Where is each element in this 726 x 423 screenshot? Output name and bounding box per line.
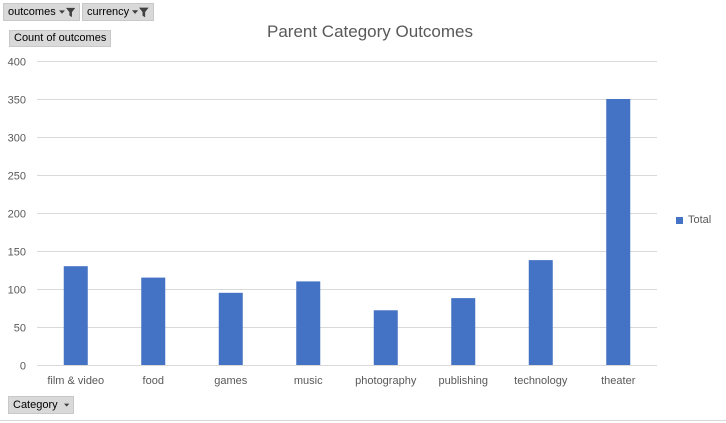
chevron-down-icon — [63, 403, 69, 407]
x-tick-label: publishing — [438, 375, 488, 387]
y-tick-label: 100 — [8, 285, 26, 297]
x-tick-label: theater — [601, 375, 636, 387]
divider — [0, 420, 726, 421]
x-tick-label: photography — [355, 375, 417, 387]
category-field-button[interactable]: Category — [8, 396, 74, 414]
bar — [141, 277, 166, 365]
bar — [451, 298, 476, 365]
chart-title: Parent Category Outcomes — [267, 22, 473, 41]
legend-label: Total — [688, 214, 712, 226]
x-tick-label: film & video — [47, 375, 104, 387]
legend: Total — [676, 214, 711, 226]
bar — [296, 281, 321, 365]
bar — [63, 266, 88, 365]
chevron-down-icon — [58, 9, 65, 14]
chevron-down-icon — [132, 9, 139, 14]
outcomes-filter-button[interactable]: outcomes — [3, 3, 80, 21]
bar — [528, 260, 553, 365]
outcomes-filter-label: outcomes — [8, 6, 56, 18]
y-tick-label: 400 — [8, 57, 26, 69]
x-tick-label: music — [294, 375, 323, 387]
y-tick-label: 0 — [20, 361, 26, 373]
bar — [373, 310, 398, 365]
filter-icon — [65, 7, 75, 17]
x-tick-label: food — [143, 375, 164, 387]
x-tick-label: technology — [514, 375, 568, 387]
y-tick-label: 250 — [8, 171, 26, 183]
currency-filter-button[interactable]: currency — [82, 3, 154, 21]
x-tick-label: games — [214, 375, 248, 387]
bar — [218, 292, 243, 365]
bar — [606, 99, 631, 365]
currency-filter-label: currency — [87, 6, 130, 18]
y-tick-label: 200 — [8, 209, 26, 221]
filter-icon — [139, 7, 149, 17]
value-field-button[interactable]: Count of outcomes — [9, 30, 112, 47]
y-tick-label: 350 — [8, 95, 26, 107]
legend-swatch — [676, 216, 683, 224]
y-tick-label: 300 — [8, 133, 26, 145]
y-tick-label: 50 — [14, 323, 26, 335]
y-tick-label: 150 — [8, 247, 26, 259]
category-field-label: Category — [13, 399, 58, 411]
